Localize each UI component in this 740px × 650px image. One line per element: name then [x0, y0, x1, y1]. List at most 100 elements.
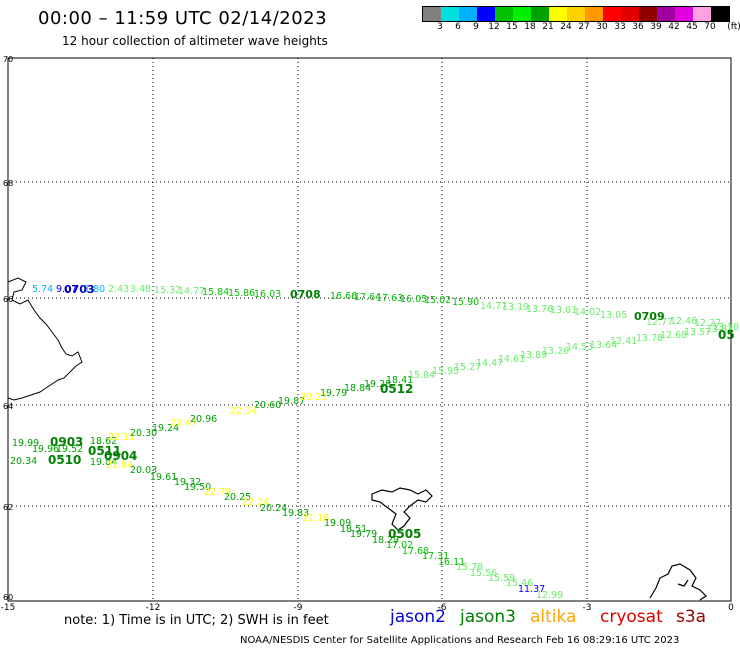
pass-time-0511: 0511: [88, 444, 121, 458]
colorbar-swatch: [711, 7, 729, 21]
swh-label: 13.18: [712, 322, 739, 333]
swh-label: 19.79: [320, 388, 347, 399]
y-tick-label: 62: [3, 503, 13, 512]
colorbar-swatch: [621, 7, 639, 21]
colorbar-label: 24: [560, 22, 572, 32]
x-tick-label: -6: [438, 603, 447, 613]
gridlines: [8, 58, 731, 601]
pass-0703-labels: 5.74 9.07 1.80 2.43 3.48 15.32 14.77 15.…: [32, 284, 479, 308]
map-frame: [7, 57, 732, 602]
colorbar-label: 21: [542, 22, 554, 32]
pass-time-0903: 0903: [50, 435, 83, 449]
swh-label: 17.63: [376, 293, 403, 304]
colorbar-label: 42: [668, 22, 680, 32]
y-tick-label: 60: [3, 593, 13, 602]
swh-label: 19.84: [90, 457, 117, 468]
swh-label: 20.23: [300, 392, 327, 403]
swh-label: 12.27: [694, 318, 721, 329]
colorbar-swatch: [495, 7, 513, 21]
map-note: note: 1) Time is in UTC; 2) SWH is in fe…: [64, 613, 329, 628]
y-tick-label: 64: [3, 402, 13, 411]
colorbar-swatch: [477, 7, 495, 21]
swh-label: 21.18: [302, 513, 329, 524]
x-tick-labels: -15 -12 -9 -6 -3 0: [1, 603, 734, 613]
swh-label: 19.28: [364, 379, 391, 390]
colorbar-swatch: [585, 7, 603, 21]
swh-label: 20.03: [130, 465, 157, 476]
pass-time-0512: 0512: [380, 382, 413, 396]
pass-time-0708: 0708: [290, 288, 321, 301]
legend-jason2: jason2: [390, 607, 446, 627]
colorbar-label: (ft): [727, 22, 740, 32]
pass-0903-labels: 19.99 18.62 22.11 20.30 19.24 22.47 20.9…: [12, 406, 257, 449]
swh-label: 19.99: [12, 438, 39, 449]
swh-label: 15.78: [456, 562, 483, 573]
swh-label: 2.43: [108, 284, 129, 295]
swh-label: 16.66: [330, 291, 357, 302]
swh-label: 13.64: [590, 340, 617, 351]
swh-label: 13.01: [550, 305, 577, 316]
norway-coastline: [649, 563, 707, 601]
colorbar-label: 70: [704, 22, 716, 32]
swh-label: 15.95: [432, 366, 459, 377]
swh-label: 18.51: [340, 524, 367, 535]
colorbar-swatch: [675, 7, 693, 21]
swh-label: 14.53: [566, 342, 593, 353]
swh-label: 17.02: [386, 540, 413, 551]
swh-label: 19.61: [150, 472, 177, 483]
x-tick-label: -12: [146, 603, 161, 613]
y-tick-label: 70: [3, 55, 13, 64]
colorbar-label: 30: [596, 22, 608, 32]
colorbar-label: 3: [437, 22, 443, 32]
swh-label: 9.07: [56, 284, 77, 295]
pass-time-0904: 0904: [104, 449, 137, 463]
swh-label: 22.79: [204, 487, 231, 498]
swh-label: 14.02: [574, 307, 601, 318]
swh-label: 14.61: [498, 354, 525, 365]
colorbar-swatch: [603, 7, 621, 21]
colorbar-label: 36: [632, 22, 644, 32]
swh-label: 12.99: [536, 590, 563, 601]
pass-time-0703: 0703: [64, 283, 95, 296]
legend-altika: altika: [530, 607, 577, 627]
colorbar-swatch: [549, 7, 567, 21]
x-tick-label: -3: [583, 603, 592, 613]
legend-jason3: jason3: [460, 607, 516, 627]
swh-label: 19.09: [324, 518, 351, 529]
pass-time-0510: 0510: [48, 453, 81, 467]
swh-label: 1.80: [84, 284, 105, 295]
swh-label: 18.84: [344, 383, 371, 394]
swh-label: 15.84: [408, 370, 435, 381]
swh-label: 13.76: [526, 304, 553, 315]
wave-height-colorbar: [422, 6, 730, 22]
pass-time-0505: 0505: [388, 527, 421, 541]
swh-label: 3.48: [130, 284, 151, 295]
y-tick-label: 68: [3, 179, 13, 188]
swh-label: 12.41: [610, 336, 637, 347]
colorbar-swatch: [567, 7, 585, 21]
swh-label: 18.29: [372, 535, 399, 546]
map-subtitle: 12 hour collection of altimeter wave hei…: [62, 34, 328, 48]
map-title: 00:00 – 11:59 UTC 02/14/2023: [38, 8, 328, 29]
pass-time-05: 05: [718, 328, 735, 342]
credit-line: NOAA/NESDIS Center for Satellite Applica…: [240, 635, 680, 646]
y-tick-labels: 70 68 66 64 62 60: [3, 55, 13, 602]
swh-label: 16.05: [400, 294, 427, 305]
swh-label: 5.74: [32, 284, 53, 295]
swh-label: 22.24: [242, 497, 269, 508]
swh-label: 16.11: [438, 557, 465, 568]
swh-label: 20.60: [254, 400, 281, 411]
swh-label: 20.25: [224, 492, 251, 503]
swh-label: 16.03: [254, 289, 281, 300]
swh-label: 12.46: [670, 316, 697, 327]
colorbar-label: 39: [650, 22, 662, 32]
swh-label: 13.19: [502, 302, 529, 313]
colorbar-label: 9: [473, 22, 479, 32]
x-tick-label: 0: [728, 603, 734, 613]
colorbar-label: 15: [506, 22, 518, 32]
colorbar-swatch: [459, 7, 477, 21]
swh-label: 20.24: [260, 503, 287, 514]
swh-label: 19.52: [56, 444, 83, 455]
x-tick-label: -15: [1, 603, 16, 613]
